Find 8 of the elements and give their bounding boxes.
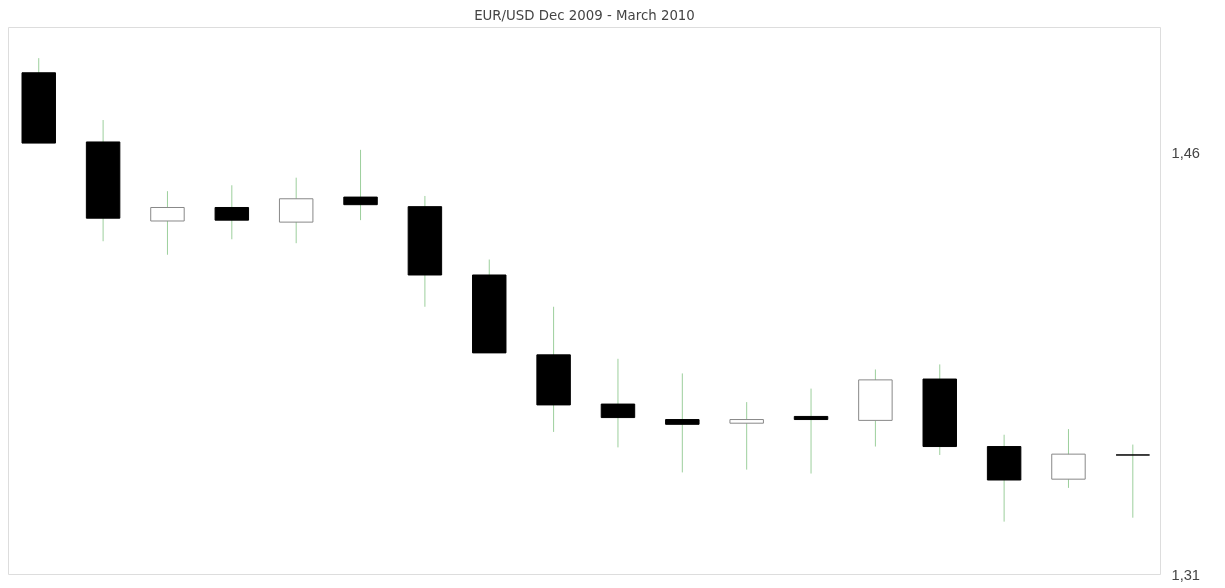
candlestick	[343, 149, 378, 221]
candlestick	[1115, 444, 1151, 519]
candlestick	[665, 372, 700, 473]
y-tick-label: 1,31	[1171, 566, 1201, 583]
candlestick	[793, 388, 829, 475]
candlestick	[729, 401, 764, 471]
chart-title: EUR/USD Dec 2009 - March 2010	[474, 7, 695, 23]
y-tick-label: 1,46	[1171, 144, 1201, 161]
